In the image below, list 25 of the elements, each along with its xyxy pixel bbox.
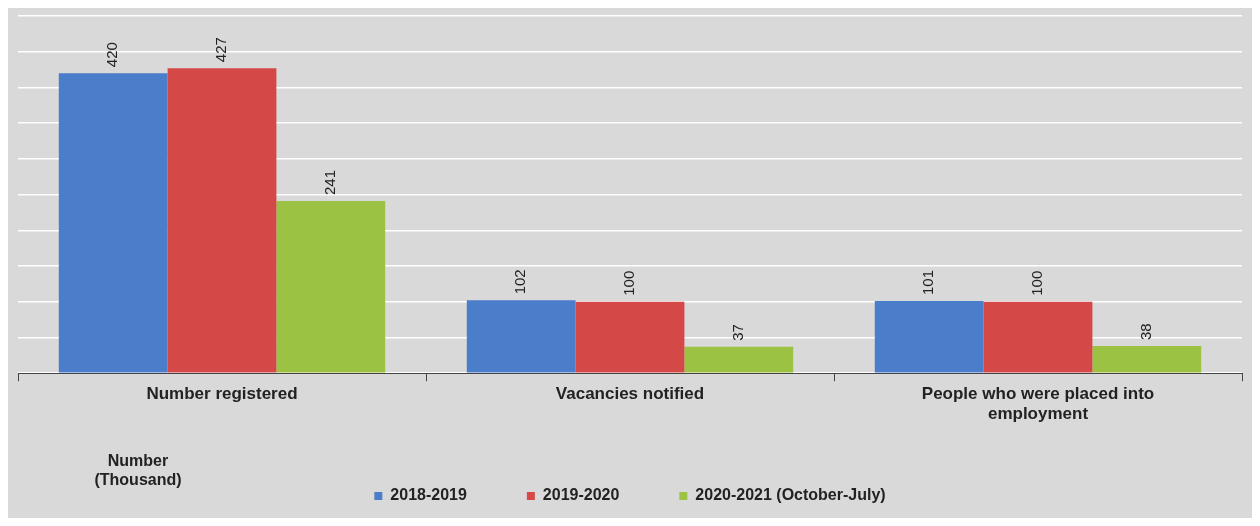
bar	[684, 346, 794, 373]
data-label: 241	[320, 170, 338, 196]
bar	[874, 301, 984, 373]
data-label: 420	[103, 42, 121, 68]
data-label: 37	[728, 324, 746, 341]
bar	[167, 68, 277, 373]
legend-label: 2018-2019	[390, 486, 467, 504]
bar	[983, 301, 1093, 373]
legend-title: Number (Thousand)	[94, 451, 182, 488]
x-tick-label: Vacancies notified	[555, 384, 705, 404]
legend-label: 2020-2021 (October-July)	[695, 486, 886, 504]
data-label: 101	[919, 270, 937, 296]
x-tick-label: Number registered	[146, 384, 298, 404]
bar	[58, 73, 168, 373]
data-label: 427	[212, 37, 230, 63]
bar	[575, 301, 685, 373]
x-tick-label: People who were placed into employment	[921, 384, 1155, 424]
bar	[276, 201, 386, 373]
data-label: 38	[1136, 323, 1154, 341]
data-label: 100	[620, 270, 638, 296]
data-label: 100	[1028, 270, 1046, 296]
data-label: 102	[511, 269, 529, 295]
legend-label: 2019-2020	[542, 486, 620, 504]
bar	[466, 300, 576, 373]
bar	[1092, 346, 1202, 373]
